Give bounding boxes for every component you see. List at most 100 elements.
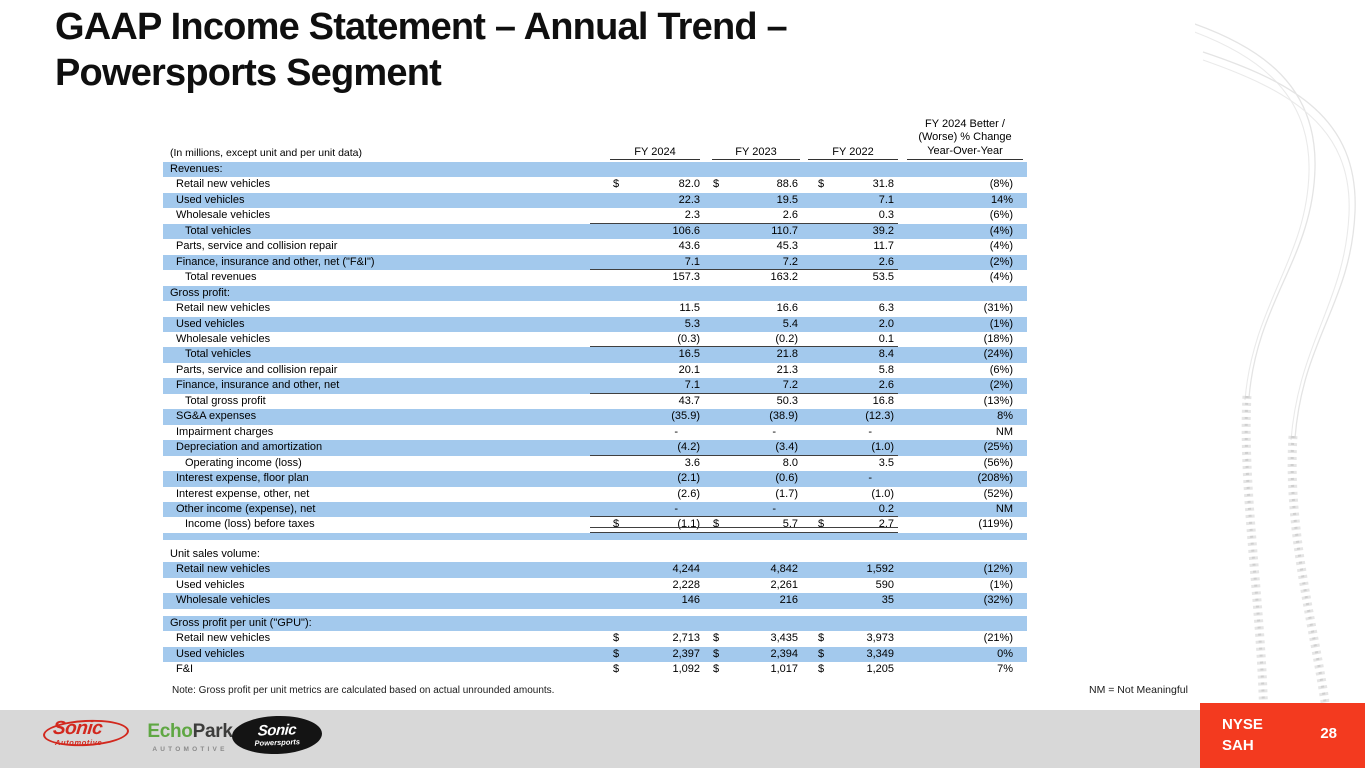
- row-percent-change: (8%): [989, 178, 1013, 191]
- row-label: Unit sales volume:: [170, 547, 260, 560]
- row-value: [590, 286, 700, 301]
- row-value: 39.2: [872, 224, 894, 237]
- row-value: (12.3): [865, 410, 894, 423]
- row-value: $82.0: [590, 177, 700, 192]
- row-percent-change: (4%): [989, 271, 1013, 284]
- row-value: $88.6: [700, 177, 798, 192]
- sum-rule: [590, 516, 898, 518]
- row-percent-change: NM: [995, 502, 1013, 515]
- row-value: (35.9): [671, 410, 700, 423]
- table-row: Gross profit per unit ("GPU"):: [163, 615, 1027, 632]
- column-header-fy2023: FY 2023: [712, 146, 800, 160]
- footer-band: [0, 710, 1365, 768]
- row-value: (0.2): [775, 332, 798, 345]
- column-header-fy2022: FY 2022: [808, 146, 898, 160]
- row-percent-change: 14%: [990, 193, 1013, 206]
- row-value: 16.6: [776, 302, 798, 315]
- row-value: [700, 547, 798, 562]
- row-value: (0.6): [775, 472, 798, 485]
- row-percent-change: (4%): [989, 224, 1013, 237]
- row-value: -: [772, 425, 776, 438]
- sum-rule: [590, 222, 898, 224]
- sum-rule: [590, 392, 898, 394]
- table-row: Total vehicles 16.5 21.8 8.4 (24%): [163, 347, 1027, 363]
- row-label: Parts, service and collision repair: [176, 363, 338, 376]
- row-percent-change: [894, 547, 1027, 562]
- table-row: Wholesale vehicles 2.3 2.6 0.3 (6%): [163, 208, 1027, 224]
- row-value: $2,394: [700, 647, 798, 662]
- row-value: 7.1: [684, 255, 700, 268]
- table-row: Parts, service and collision repair 20.1 2…: [163, 363, 1027, 378]
- row-value: 21.8: [776, 348, 798, 361]
- row-value: $2,713: [590, 631, 700, 646]
- row-label: Finance, insurance and other, net: [176, 379, 340, 392]
- row-percent-change: (2%): [989, 255, 1013, 268]
- dollar-sign: $: [713, 518, 720, 531]
- row-value: (1.0): [871, 441, 894, 454]
- row-value: 11.5: [679, 302, 700, 315]
- row-percent-change: (18%): [983, 332, 1013, 345]
- dollar-sign: $: [713, 663, 720, 676]
- row-value: 35: [881, 594, 894, 607]
- table-row: Income (loss) before taxes $ (1.1) $5.7 $2.7…: [163, 517, 1027, 533]
- row-percent-change: (13%): [983, 394, 1013, 407]
- row-value: $3,349: [798, 647, 894, 662]
- row-value: 590: [875, 578, 894, 591]
- row-label: Finance, insurance and other, net ("F&I"…: [176, 255, 375, 268]
- row-value: [590, 616, 700, 631]
- row-value: 45.3: [776, 240, 798, 253]
- row-value: -: [868, 472, 872, 485]
- table-row: Used vehicles 22.3 19.5 7.1 14%: [163, 192, 1027, 209]
- dollar-sign: $: [818, 647, 825, 660]
- row-percent-change: (4%): [989, 240, 1013, 253]
- table-row: Operating income (loss) 3.6 8.0 3.5 (56%): [163, 456, 1027, 471]
- row-value: 7.1: [878, 193, 894, 206]
- row-value: [798, 547, 894, 562]
- row-value: $1,092: [590, 662, 700, 677]
- dollar-sign: $: [613, 518, 620, 531]
- nm-legend: NM = Not Meaningful: [1089, 684, 1188, 696]
- row-value: 5.4: [782, 317, 798, 330]
- table-row: Wholesale vehicles (0.3) (0.2) 0.1 (18%): [163, 332, 1027, 348]
- row-label: Wholesale vehicles: [176, 332, 271, 345]
- row-label: Used vehicles: [176, 317, 245, 330]
- row-percent-change: (24%): [983, 348, 1013, 361]
- sonic-automotive-logo: Sonic Automotive: [42, 717, 137, 761]
- dollar-sign: $: [613, 663, 620, 676]
- table-row: Retail new vehicles $2,713 $3,435 $3,973 (21…: [163, 631, 1027, 646]
- dollar-sign: $: [613, 647, 620, 660]
- row-value: 5.3: [684, 317, 700, 330]
- row-value: 0.3: [878, 209, 894, 222]
- row-percent-change: 7%: [997, 663, 1013, 676]
- row-value: (3.4): [775, 441, 798, 454]
- row-label: Retail new vehicles: [176, 632, 271, 645]
- echopark-logo-text: EchoPark: [140, 721, 240, 743]
- row-value: 2.6: [782, 209, 798, 222]
- row-value: $3,973: [798, 631, 894, 646]
- row-value: [700, 616, 798, 631]
- table-row: Finance, insurance and other, net 7.1 7.2 2…: [163, 378, 1027, 394]
- row-label: Parts, service and collision repair: [176, 240, 338, 253]
- dollar-sign: $: [818, 632, 825, 645]
- sum-rule: [590, 346, 898, 348]
- row-value: (4.2): [677, 441, 700, 454]
- row-value: 50.3: [776, 394, 798, 407]
- table-rows: Revenues: Retail new vehicles $82.0 $88.6 $3…: [163, 162, 1027, 678]
- table-row: Used vehicles 2,228 2,261 590 (1%): [163, 578, 1027, 593]
- row-value: [798, 162, 894, 177]
- row-percent-change: NM: [995, 425, 1013, 438]
- row-label: Total vehicles: [185, 348, 252, 361]
- row-value: 216: [779, 594, 798, 607]
- row-value: -: [674, 502, 678, 515]
- row-label: F&I: [176, 663, 194, 676]
- row-label: Total gross profit: [185, 394, 266, 407]
- row-label: Other income (expense), net: [176, 502, 316, 515]
- row-value: 2.0: [878, 317, 894, 330]
- row-value: 8.0: [782, 456, 798, 469]
- sum-rule: [590, 454, 898, 456]
- row-value: [798, 286, 894, 301]
- row-label: Retail new vehicles: [176, 563, 271, 576]
- table-row: Used vehicles $2,397 $2,394 $3,349 0%: [163, 646, 1027, 663]
- dollar-sign: $: [818, 518, 825, 531]
- row-value: 2,261: [770, 578, 798, 591]
